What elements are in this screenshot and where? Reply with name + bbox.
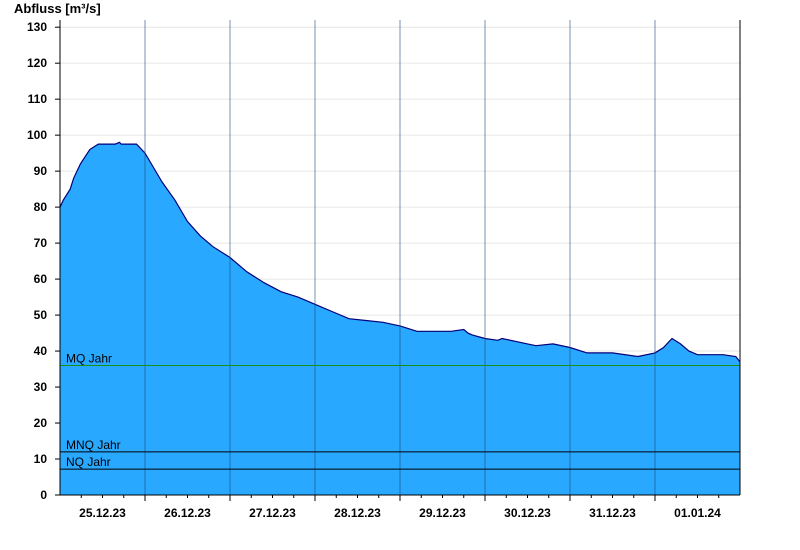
- y-tick-label: 60: [34, 272, 48, 286]
- x-tick-label: 30.12.23: [504, 506, 551, 520]
- y-tick-label: 100: [27, 128, 47, 142]
- y-tick-label: 120: [27, 56, 47, 70]
- y-tick-label: 40: [34, 344, 48, 358]
- y-axis-label: Abfluss [m³/s]: [14, 1, 101, 16]
- y-tick-label: 0: [40, 488, 47, 502]
- y-tick-label: 130: [27, 20, 47, 34]
- reference-label: NQ Jahr: [66, 455, 111, 469]
- y-tick-label: 90: [34, 164, 48, 178]
- reference-lines: MQ Jahr MNQ Jahr NQ Jahr: [60, 351, 740, 470]
- reference-label: MQ Jahr: [66, 351, 112, 365]
- day-divider-layer: [144, 20, 656, 495]
- x-tick-label: 29.12.23: [419, 506, 466, 520]
- y-tick-label: 30: [34, 380, 48, 394]
- y-tick-label: 50: [34, 308, 48, 322]
- x-tick-label: 01.01.24: [674, 506, 721, 520]
- y-tick-label: 80: [34, 200, 48, 214]
- x-tick-label: 28.12.23: [334, 506, 381, 520]
- y-tick-label: 70: [34, 236, 48, 250]
- x-tick-label: 25.12.23: [79, 506, 126, 520]
- y-tick-label: 20: [34, 416, 48, 430]
- x-ticks: 25.12.23 26.12.23 27.12.23 28.12.23 29.12.23…: [79, 495, 721, 520]
- series-line: [59, 141, 741, 363]
- y-tick-label: 10: [34, 452, 48, 466]
- y-tick-label: 110: [28, 92, 48, 106]
- reference-label: MNQ Jahr: [66, 438, 121, 452]
- x-tick-label: 27.12.23: [249, 506, 296, 520]
- y-ticks: 0 10 20 30 40 50 60 70 80 90 100 110 120 130: [27, 20, 60, 502]
- x-tick-label: 31.12.23: [589, 506, 636, 520]
- x-tick-label: 26.12.23: [164, 506, 211, 520]
